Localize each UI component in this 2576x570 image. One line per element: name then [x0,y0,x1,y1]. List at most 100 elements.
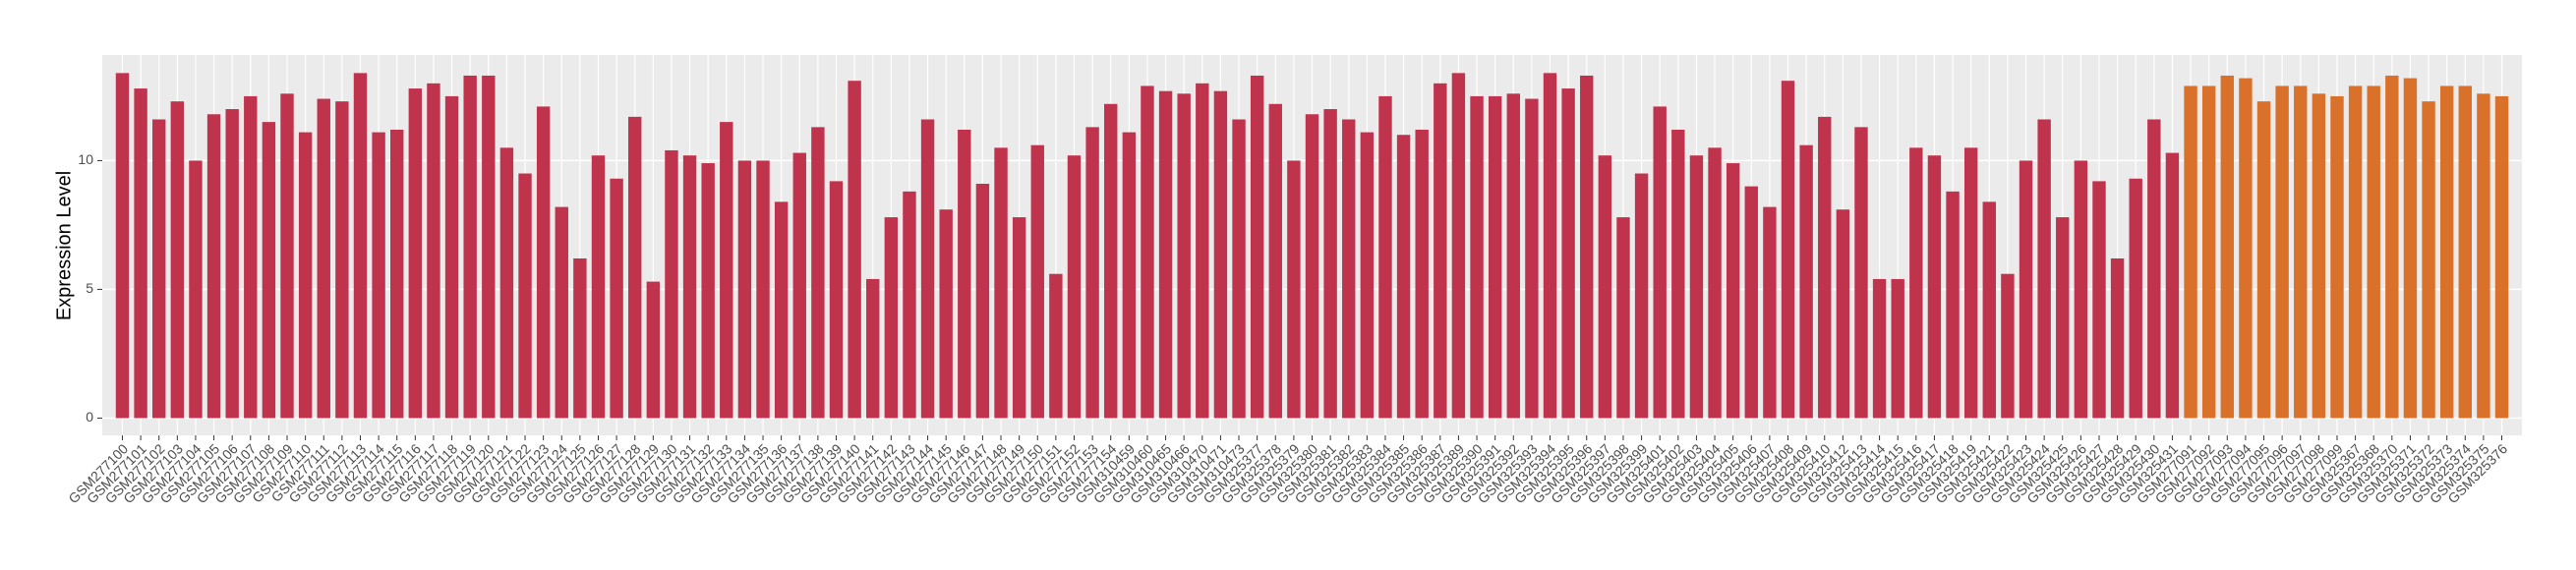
bar [573,257,587,419]
bar [408,88,423,419]
bar [1982,201,1996,419]
bar [463,75,477,419]
bar [1598,155,1612,419]
bar [756,160,770,419]
bar [1781,81,1795,419]
bar [682,155,697,419]
bar [628,116,642,419]
bar [1085,127,1099,419]
bar [2092,181,2106,419]
bar [2037,119,2051,419]
bar [2312,93,2326,419]
bar [2129,178,2142,419]
bar [737,160,752,419]
bar [939,209,953,419]
bar [1415,129,1429,419]
bar [2201,86,2216,419]
bar [2330,95,2344,419]
bar [1305,114,1319,419]
bar [1434,83,1447,419]
bar [811,127,825,419]
bar [1488,95,1502,419]
bar [536,106,551,419]
bar [152,119,166,419]
bar [920,119,935,419]
bar [1158,90,1173,419]
bar [1196,83,1209,419]
bar [1708,147,1722,419]
bar [665,149,678,419]
bar [2165,152,2180,419]
bar [335,101,349,419]
bar [2367,86,2380,419]
bar [1232,119,1246,419]
bar [2056,217,2070,419]
bar [1067,155,1082,419]
y-tick-label: 0 [86,409,93,425]
bar [189,160,203,419]
bar [1360,132,1375,419]
bar [1744,186,1758,419]
bar [1653,106,1667,419]
bar [848,81,861,419]
bar [2458,86,2472,419]
bar [903,191,916,419]
bar [720,122,733,419]
bar [1525,98,1539,419]
bar [1634,173,1649,419]
bar [1671,129,1685,419]
bar [1927,155,1942,419]
bar [958,129,971,419]
bar [2220,75,2234,419]
bar [1963,147,1978,419]
bar [1177,93,1191,419]
bar [1049,273,1063,419]
bar [244,95,258,419]
bar [829,181,844,419]
bar [317,98,330,419]
bar [1799,144,1813,419]
bar [444,95,459,419]
bar [1122,132,1137,419]
bar [2074,160,2088,419]
bar [2422,101,2435,419]
bar [2019,160,2033,419]
bar [1287,160,1301,419]
bar [1763,206,1777,419]
bar [646,281,661,419]
bar [482,75,496,419]
bar [1818,116,1832,419]
bar [1506,93,1520,419]
bar [2348,86,2363,419]
bar [1726,163,1740,419]
bar [1141,86,1154,419]
bar [2239,78,2253,419]
y-tick-label: 5 [86,280,93,296]
bar [134,88,147,419]
bar [1213,90,1228,419]
y-tick-label: 10 [78,151,93,167]
bar [280,93,294,419]
bar [2294,86,2308,419]
bar [2184,86,2197,419]
bar [866,278,880,419]
bar [884,217,899,419]
bar [427,83,440,419]
bar [353,73,368,419]
bar [1012,217,1026,419]
bar [1872,278,1887,419]
bar [1104,103,1118,419]
y-axis-title: Expression Level [53,171,75,320]
bar [1836,209,1850,419]
bar [1378,95,1392,419]
bar [1689,155,1704,419]
bar [1580,75,1594,419]
bar [2147,119,2161,419]
bar [2110,257,2125,419]
bar [1543,73,1557,419]
bar [1030,144,1044,419]
bar [1268,103,1282,419]
bar [2494,95,2509,419]
